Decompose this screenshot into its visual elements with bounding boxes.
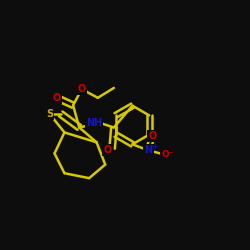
Text: N: N <box>144 146 152 156</box>
Text: S: S <box>46 109 53 119</box>
Text: H: H <box>93 119 100 128</box>
Text: O: O <box>78 84 86 94</box>
Text: O: O <box>148 131 156 141</box>
Text: O⁻: O⁻ <box>162 150 174 159</box>
Text: O: O <box>103 145 111 155</box>
Text: O: O <box>53 93 61 103</box>
Text: +: + <box>152 142 158 150</box>
Text: NH: NH <box>86 118 102 128</box>
